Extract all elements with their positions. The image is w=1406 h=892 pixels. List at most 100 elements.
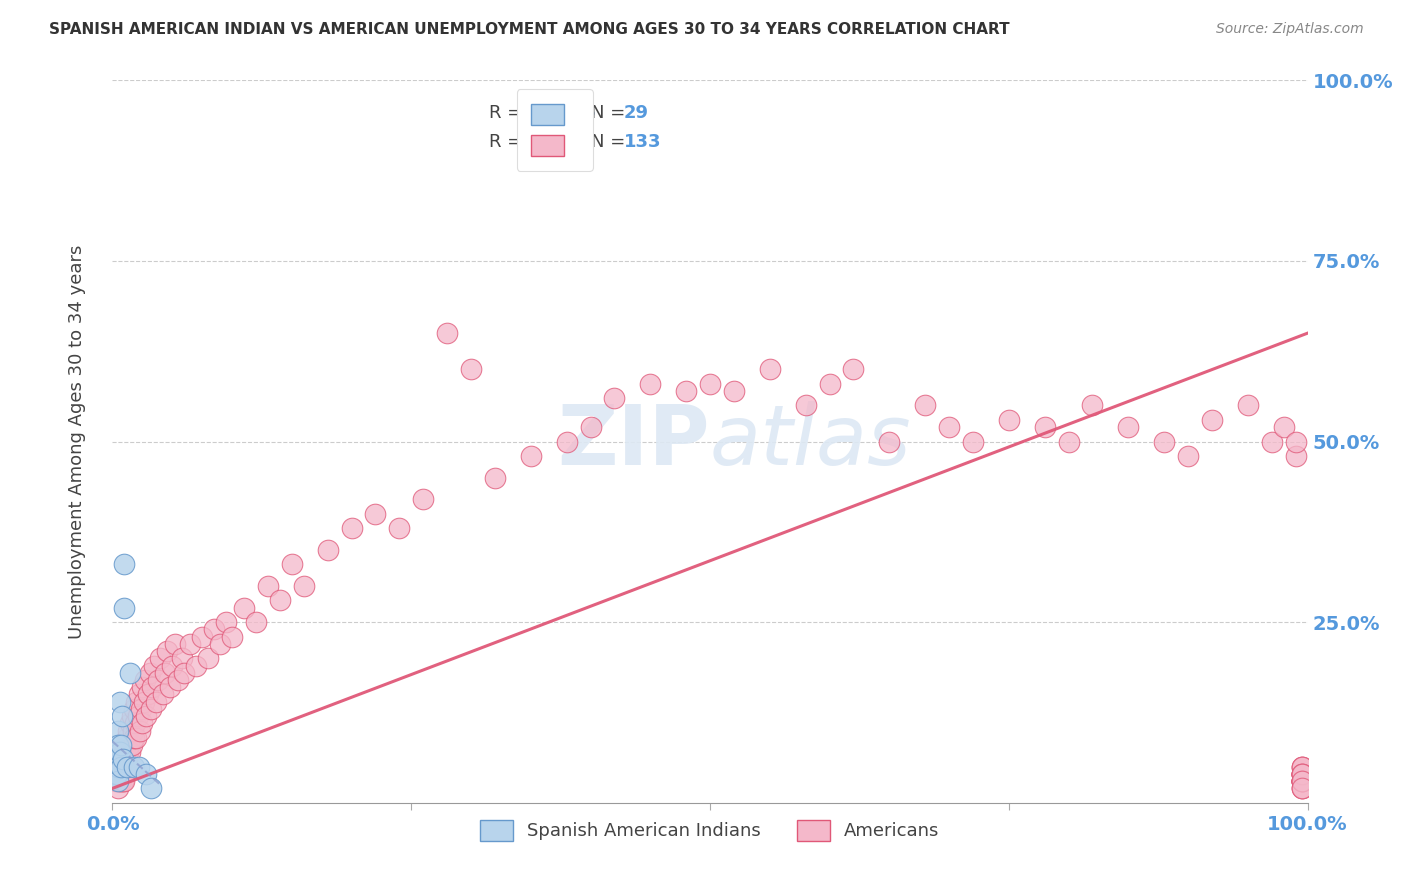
Point [1291,767,1313,781]
Point [135,709,157,723]
Point [1291,767,1313,781]
Point [1291,774,1313,789]
Point [1291,767,1313,781]
Point [723,384,745,398]
Point [138,665,160,680]
Point [186,658,208,673]
Point [163,637,186,651]
Point [105,752,128,766]
Point [1237,398,1260,412]
Point [153,665,176,680]
Point [120,716,142,731]
Point [114,738,136,752]
Point [1285,434,1308,449]
Point [122,702,145,716]
Point [117,723,139,738]
Point [141,680,163,694]
Point [132,695,155,709]
Point [1291,774,1313,789]
Point [114,760,135,774]
Point [257,579,280,593]
Point [146,673,169,687]
Point [759,362,782,376]
Text: R =: R = [489,133,527,151]
Point [1291,760,1313,774]
Point [114,745,135,759]
Point [1261,434,1284,449]
Point [221,630,243,644]
Point [1291,767,1313,781]
Legend: Spanish American Indians, Americans: Spanish American Indians, Americans [474,813,946,848]
Point [138,687,160,701]
Point [340,521,363,535]
Text: atlas: atlas [710,401,911,482]
Point [118,738,141,752]
Point [107,760,129,774]
Point [110,760,132,774]
Point [145,695,167,709]
Point [104,764,127,778]
Point [292,579,315,593]
Point [555,434,578,449]
Point [1291,774,1313,789]
Point [121,723,143,738]
Point [1118,420,1140,434]
Point [128,760,150,774]
Point [120,665,142,680]
Point [1291,774,1313,789]
Point [818,376,841,391]
Point [579,420,602,434]
Point [105,760,128,774]
Point [117,745,139,759]
Point [122,731,145,745]
Point [105,774,128,789]
Point [114,600,135,615]
Point [107,723,129,738]
Text: N =: N = [591,103,630,122]
Point [167,673,190,687]
Point [281,558,304,572]
Point [129,702,152,716]
Point [460,362,482,376]
Point [139,702,162,716]
Point [1291,781,1313,796]
Point [121,709,143,723]
Point [131,680,153,694]
Point [1291,767,1313,781]
Point [127,709,149,723]
Point [105,767,128,781]
Point [156,644,179,658]
Point [120,745,142,759]
Point [105,767,128,781]
Point [114,558,135,572]
Point [191,630,214,644]
Point [938,420,960,434]
Point [115,731,138,745]
Point [1177,449,1199,463]
Point [233,600,256,615]
Point [149,651,172,665]
Point [143,658,166,673]
Point [108,745,131,759]
Point [108,774,131,789]
Point [1081,398,1104,412]
Point [108,695,131,709]
Text: ZIP: ZIP [558,401,710,482]
Point [179,637,201,651]
Point [1291,774,1313,789]
Point [107,760,129,774]
Point [121,738,143,752]
Point [202,623,225,637]
Text: SPANISH AMERICAN INDIAN VS AMERICAN UNEMPLOYMENT AMONG AGES 30 TO 34 YEARS CORRE: SPANISH AMERICAN INDIAN VS AMERICAN UNEM… [49,22,1010,37]
Point [107,738,129,752]
Point [107,752,129,766]
Point [436,326,458,340]
Point [110,738,132,752]
Point [105,760,128,774]
Point [364,507,387,521]
Point [105,752,128,766]
Point [1291,774,1313,789]
Point [520,449,543,463]
Point [1291,767,1313,781]
Point [1033,420,1056,434]
